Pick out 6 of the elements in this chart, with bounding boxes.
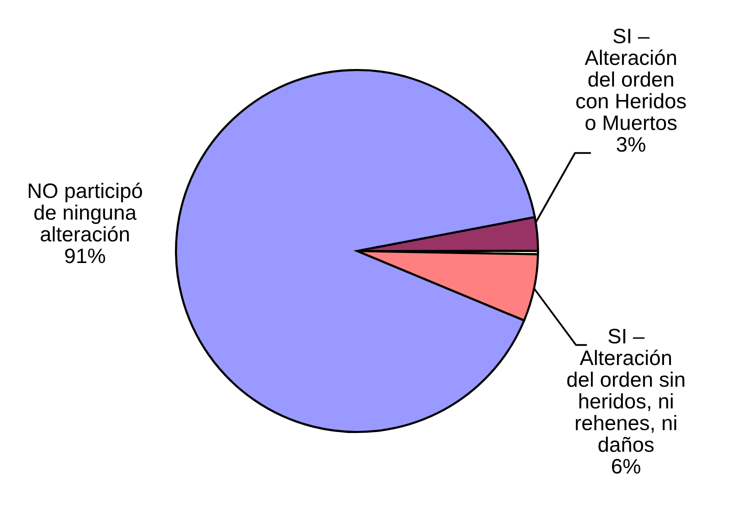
slice-label: SI – Alteración del orden con Heridos o Muertos [576, 28, 686, 130]
slice-label: SI – Alteración del orden sin heridos, ni rehenes, ni daños [567, 328, 684, 452]
data-label: 3% [616, 137, 646, 152]
data-label: 91% [65, 248, 106, 264]
slice-label: NO participó de ninguna alteración [28, 182, 142, 242]
data-label: 6% [612, 458, 640, 474]
